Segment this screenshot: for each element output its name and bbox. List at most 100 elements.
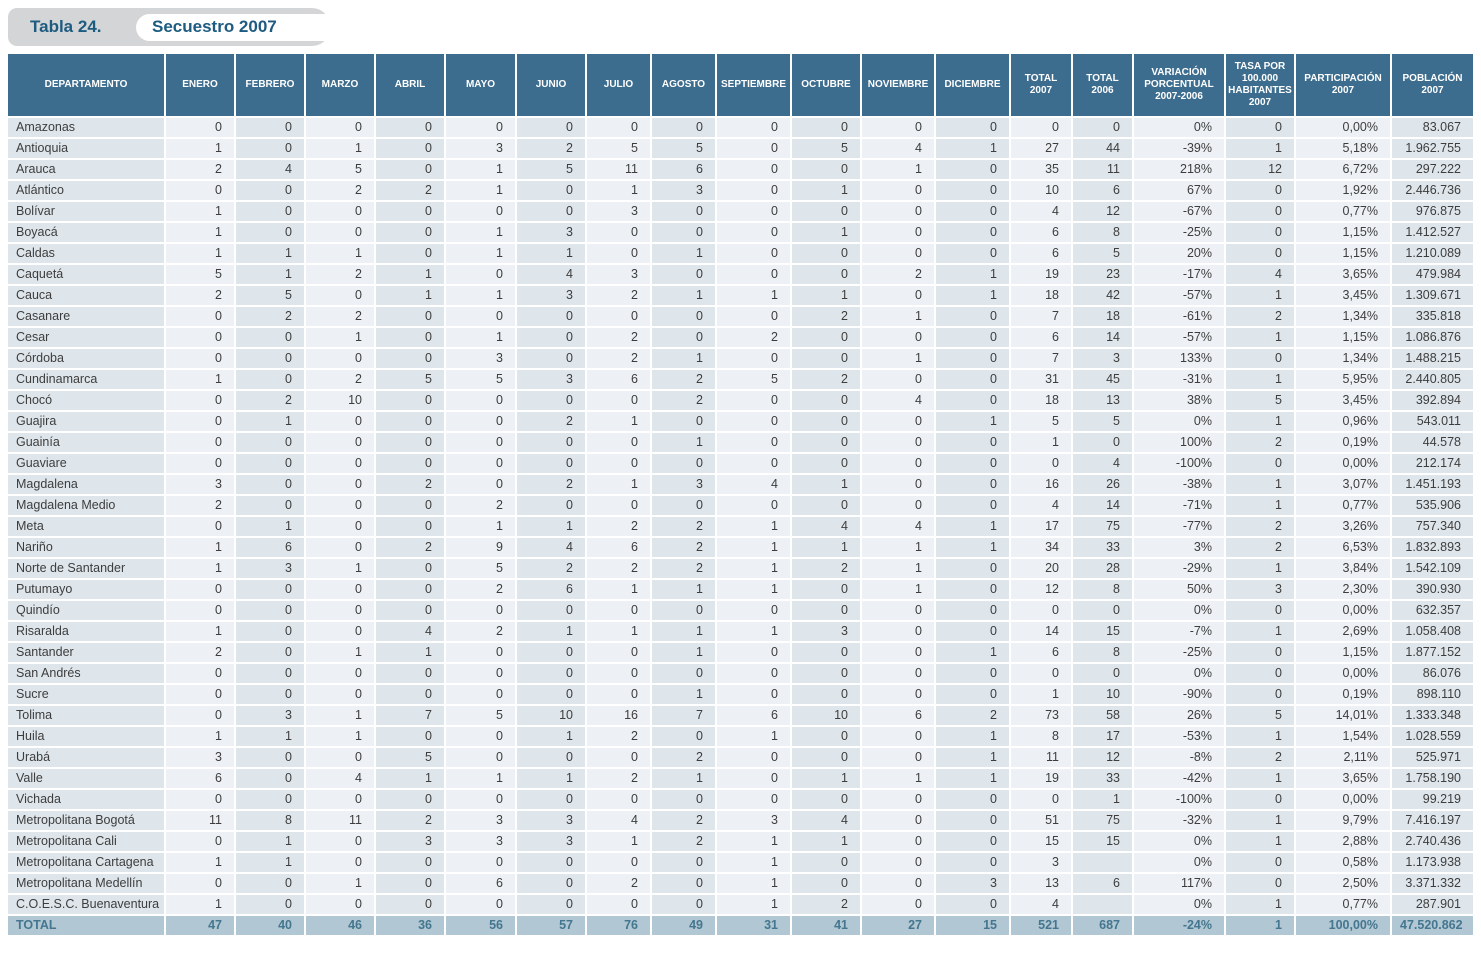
department-cell: Nariño [8,537,166,559]
table-cell: 0 [1225,873,1296,895]
table-cell: 15 [1010,831,1073,853]
table-cell: 1 [516,768,587,790]
table-cell: 41 [791,915,862,937]
table-cell: 0 [516,495,587,517]
table-cell: 0 [791,411,862,433]
table-cell: 4 [516,264,587,286]
column-header: SEPTIEMBRE [716,54,792,118]
table-cell: 1 [305,873,376,895]
department-cell: Cauca [8,285,166,307]
table-cell: 0 [586,747,652,769]
table-cell: 0 [165,453,236,475]
table-cell: 14 [1072,327,1134,349]
table-cell: 0 [586,894,652,916]
table-cell: 0 [935,222,1011,244]
table-cell: 0 [305,411,376,433]
table-cell: 1 [861,159,936,181]
department-cell: Risaralda [8,621,166,643]
column-header: FEBRERO [235,54,306,118]
column-header: AGOSTO [651,54,717,118]
table-cell: 0 [935,558,1011,580]
table-cell: 51 [1010,810,1073,832]
table-cell: 335.818 [1391,306,1473,328]
table-cell: 0 [716,117,792,139]
table-number-label: Tabla 24. [30,17,102,36]
department-cell: Magdalena Medio [8,495,166,517]
table-cell: 0 [235,474,306,496]
table-cell: 1 [716,285,792,307]
table-cell: 0 [305,789,376,811]
table-row: Atlántico 0 0 2 2 1 0 1 3 0 1 0 0 10 6 67% 0 1,92% 2.446.7… [8,180,1473,202]
table-cell: 4 [861,390,936,412]
table-cell: 1 [445,222,517,244]
table-cell: 11 [1010,747,1073,769]
table-cell: 0 [165,705,236,727]
table-cell: 2 [1225,747,1296,769]
table-cell: 3 [1010,852,1073,874]
table-cell: -90% [1133,684,1226,706]
table-cell: 0 [935,348,1011,370]
table-cell: 2 [445,495,517,517]
table-cell: 0 [651,222,717,244]
table-cell: 0 [1225,852,1296,874]
table-cell: -29% [1133,558,1226,580]
table-cell: 5,18% [1295,138,1392,160]
table-cell: 99.219 [1391,789,1473,811]
table-title-ribbon: Tabla 24. Secuestro 2007 [8,8,1473,52]
table-cell: 0 [935,369,1011,391]
table-cell: 1 [716,558,792,580]
table-cell: 1 [935,285,1011,307]
table-cell: 38% [1133,390,1226,412]
table-cell: 0 [1225,663,1296,685]
table-cell: 1 [861,579,936,601]
table-cell: 0 [516,306,587,328]
table-cell: 6 [235,537,306,559]
table-cell: 2 [1225,306,1296,328]
department-cell: Boyacá [8,222,166,244]
table-cell: 1,34% [1295,306,1392,328]
table-cell: 1 [375,768,446,790]
table-cell: 1 [935,642,1011,664]
table-cell: 0 [935,852,1011,874]
table-cell: 1 [935,411,1011,433]
table-cell: 1 [791,474,862,496]
table-cell [1072,894,1134,916]
table-cell: 0 [305,579,376,601]
table-row: Magdalena 3 0 0 2 0 2 1 3 4 1 0 0 16 26 -38% 1 3,07% 1.451… [8,474,1473,496]
table-cell: 0 [716,264,792,286]
table-cell: 0 [305,285,376,307]
table-cell: 0 [235,453,306,475]
table-cell: 0 [516,642,587,664]
table-cell: 1 [586,474,652,496]
table-cell: 3,45% [1295,285,1392,307]
table-cell: 0 [861,726,936,748]
table-cell: 3% [1133,537,1226,559]
table-cell: 0 [935,579,1011,601]
table-cell: 1 [165,243,236,265]
table-cell: 0 [165,411,236,433]
table-cell: 33 [1072,537,1134,559]
table-row: Cauca 2 5 0 1 1 3 2 1 1 1 0 1 18 42 -57% 1 3,45% 1.309.671 [8,285,1473,307]
table-cell: 0 [861,285,936,307]
table-cell: 0 [651,663,717,685]
table-cell: 0 [235,327,306,349]
table-cell: 0 [791,348,862,370]
table-cell: 6 [586,369,652,391]
table-cell: 2 [861,264,936,286]
table-body: Amazonas 0 0 0 0 0 0 0 0 0 0 0 0 0 0 0% 0 0,00% 83.067 Anti… [8,117,1473,937]
table-cell: 0 [235,684,306,706]
column-header: JULIO [586,54,652,118]
table-cell: 11 [1072,159,1134,181]
table-cell: 0 [791,684,862,706]
table-cell: 0 [586,495,652,517]
table-cell: 1 [716,831,792,853]
table-cell: 1,34% [1295,348,1392,370]
table-cell: 0 [716,390,792,412]
table-cell: 1,15% [1295,642,1392,664]
table-cell: 1.333.348 [1391,705,1473,727]
table-cell: 42 [1072,285,1134,307]
table-cell: 0 [791,642,862,664]
table-cell: 1 [1225,411,1296,433]
table-cell: 75 [1072,810,1134,832]
table-cell: 2.446.736 [1391,180,1473,202]
